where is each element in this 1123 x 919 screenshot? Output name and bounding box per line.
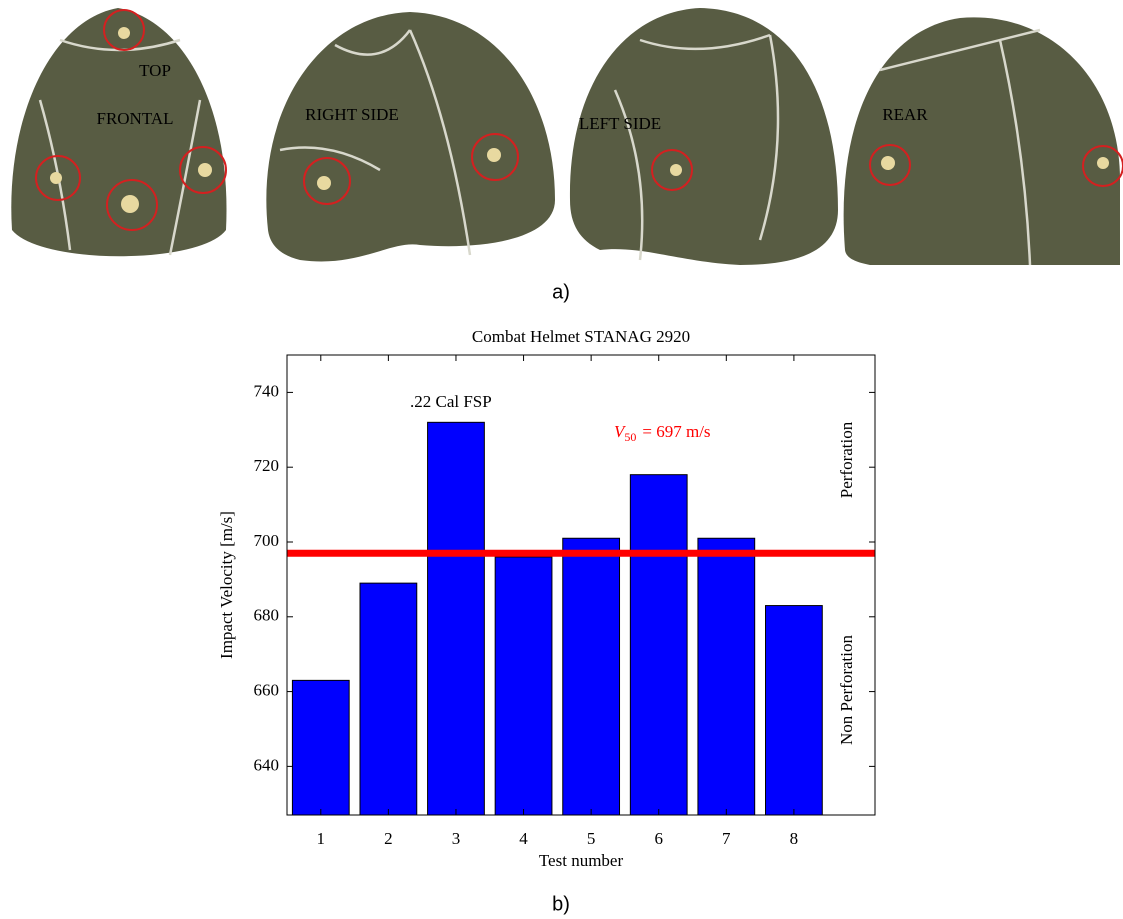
caption: b) bbox=[552, 893, 570, 915]
view-label: REAR bbox=[882, 105, 928, 124]
label-var: V bbox=[614, 422, 627, 441]
bar bbox=[765, 605, 823, 816]
impact-circle bbox=[35, 155, 81, 201]
impact-circle bbox=[179, 146, 227, 194]
seam bbox=[879, 28, 1041, 266]
y-tick-label: 700 bbox=[254, 531, 280, 550]
impact bbox=[881, 156, 895, 170]
annotation: .22 Cal FSP bbox=[410, 392, 492, 411]
region-label: Non Perforation bbox=[837, 635, 856, 746]
helmet-left bbox=[569, 8, 838, 265]
x-tick-label: 8 bbox=[790, 829, 799, 848]
impact bbox=[50, 172, 62, 184]
view-label: TOP bbox=[139, 61, 171, 80]
y-tick-label: 680 bbox=[254, 606, 280, 625]
bar bbox=[629, 474, 688, 816]
plot-frame bbox=[286, 354, 876, 816]
impact-circle bbox=[471, 133, 519, 181]
impact bbox=[670, 164, 682, 176]
impact-circle bbox=[651, 149, 693, 191]
y-tick-label: 640 bbox=[254, 755, 280, 774]
helmet-photos: TOP FRONTAL RIGHT SIDE LEFT SIDE REAR bbox=[11, 8, 1123, 266]
x-tick-label: 7 bbox=[722, 829, 731, 848]
helmet-front bbox=[11, 8, 227, 257]
caption: a) bbox=[552, 281, 570, 303]
impact-marks bbox=[35, 9, 1123, 231]
impact-circle bbox=[303, 157, 351, 205]
impact-circle bbox=[1082, 145, 1123, 187]
impact-circle bbox=[106, 179, 158, 231]
region-label: Perforation bbox=[837, 421, 856, 498]
y-tick-label: 660 bbox=[254, 680, 280, 699]
seam bbox=[613, 33, 780, 261]
bar bbox=[494, 556, 553, 816]
impact-circle bbox=[869, 144, 911, 186]
chart-title: Combat Helmet STANAG 2920 bbox=[472, 327, 690, 346]
x-tick-label: 6 bbox=[654, 829, 663, 848]
x-tick-label: 4 bbox=[519, 829, 528, 848]
impact bbox=[118, 27, 130, 39]
impact bbox=[121, 195, 139, 213]
helmet-rear bbox=[843, 17, 1120, 265]
view-label: FRONTAL bbox=[96, 109, 173, 128]
view-label: RIGHT SIDE bbox=[305, 105, 399, 124]
bar bbox=[427, 421, 485, 816]
bar bbox=[697, 537, 756, 816]
y-axis-label: Impact Velocity [m/s] bbox=[217, 511, 236, 659]
reference-label: V50 = 697 m/s bbox=[614, 422, 711, 444]
view-label: LEFT SIDE bbox=[579, 114, 661, 133]
label-sub: 50 bbox=[624, 430, 636, 444]
impact bbox=[487, 148, 501, 162]
bar bbox=[562, 537, 621, 816]
bar bbox=[291, 679, 350, 816]
x-tick-label: 5 bbox=[587, 829, 596, 848]
x-tick-label: 3 bbox=[452, 829, 461, 848]
helmet-right bbox=[266, 12, 555, 262]
x-tick-label: 1 bbox=[317, 829, 326, 848]
x-tick-label: 2 bbox=[384, 829, 393, 848]
y-tick-label: 740 bbox=[254, 381, 280, 400]
bar bbox=[359, 582, 418, 816]
y-tick-label: 720 bbox=[254, 456, 280, 475]
x-axis-label: Test number bbox=[539, 851, 624, 870]
impact bbox=[317, 176, 331, 190]
impact-circle bbox=[103, 9, 145, 51]
impact bbox=[1097, 157, 1109, 169]
label-rest: = 697 m/s bbox=[642, 422, 710, 441]
impact bbox=[198, 163, 212, 177]
seam bbox=[279, 29, 472, 256]
